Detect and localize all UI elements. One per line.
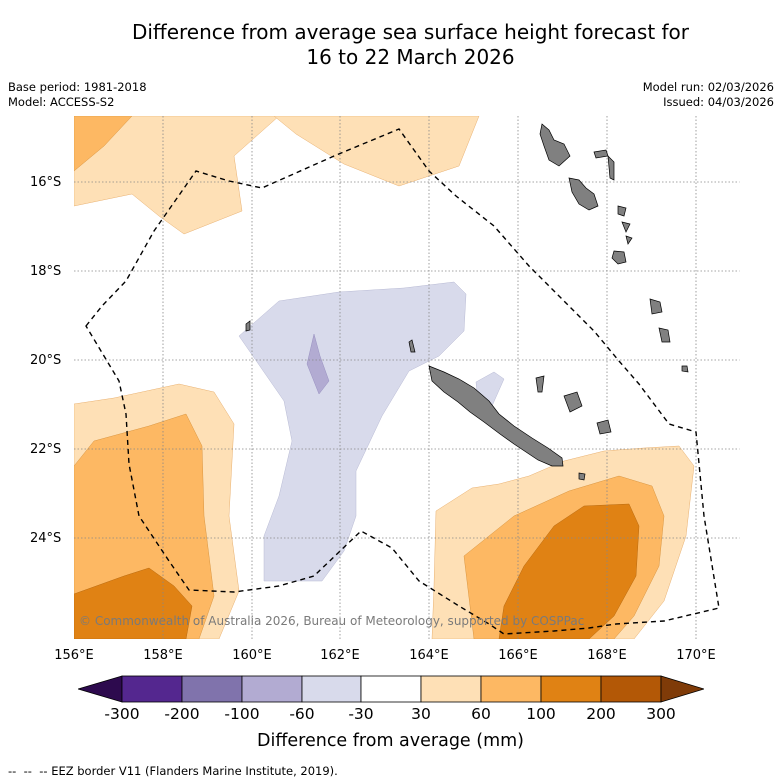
anomaly-neg-60-100 xyxy=(306,333,330,395)
vanuatu-ambae xyxy=(593,149,609,159)
copyright-text: © Commonwealth of Australia 2026, Bureau… xyxy=(79,614,585,628)
lon-label-162e: 162°E xyxy=(320,648,360,663)
meta-left: Base period: 1981-2018 Model: ACCESS-S2 xyxy=(8,80,147,110)
colorbar-tick: 100 xyxy=(526,705,556,723)
vanuatu-small-1 xyxy=(617,205,627,217)
vanuatu-efate xyxy=(611,250,627,265)
lon-label-158e: 158°E xyxy=(143,648,183,663)
colorbar-tick: -30 xyxy=(348,705,374,723)
eez-legend-line-icon: -- -- -- xyxy=(8,764,52,778)
base-period: Base period: 1981-2018 xyxy=(8,80,147,94)
colorbar-bin-8 xyxy=(540,675,602,703)
lat-label-22s: 22°S xyxy=(30,442,62,457)
eez-legend-text: EEZ border V11 (Flanders Marine Institut… xyxy=(51,764,338,778)
colorbar-tick: 60 xyxy=(471,705,491,723)
lat-label-24s: 24°S xyxy=(30,531,62,546)
vanuatu-small-2 xyxy=(621,221,631,233)
anomaly-60-100-nw xyxy=(74,116,133,172)
colorbar xyxy=(78,675,704,703)
colorbar-extend-high xyxy=(660,675,704,703)
vanuatu-pentecost xyxy=(607,155,615,181)
lon-label-170e: 170°E xyxy=(676,648,716,663)
lon-label-168e: 168°E xyxy=(587,648,627,663)
colorbar-bin-4 xyxy=(301,675,362,703)
colorbar-bin-6 xyxy=(420,675,482,703)
issued-date: Issued: 04/03/2026 xyxy=(663,95,774,109)
colorbar-bin-3 xyxy=(241,675,303,703)
meta-right: Model run: 02/03/2026 Issued: 04/03/2026 xyxy=(643,80,774,110)
colorbar-label: Difference from average (mm) xyxy=(256,731,525,751)
anomaly-30-60-nw xyxy=(74,116,280,235)
map-svg xyxy=(74,116,740,639)
islet-east-1 xyxy=(681,365,689,373)
loyalty-islands-mare xyxy=(596,419,612,435)
lon-label-160e: 160°E xyxy=(232,648,272,663)
title-line-1: Difference from average sea surface heig… xyxy=(131,20,690,44)
vanuatu-espiritu-santo xyxy=(539,123,571,167)
colorbar-tick: 300 xyxy=(646,705,676,723)
chart-title: Difference from average sea surface heig… xyxy=(0,20,781,70)
map-panel xyxy=(74,116,740,639)
title-line-2: 16 to 22 March 2026 xyxy=(306,45,515,69)
vanuatu-erromango xyxy=(649,298,663,315)
gridlines xyxy=(74,116,740,639)
vanuatu-tanna xyxy=(658,327,671,343)
islet-162e xyxy=(245,320,251,332)
colorbar-bin-7 xyxy=(480,675,542,703)
colorbar-tick: -300 xyxy=(104,705,140,723)
lat-label-20s: 20°S xyxy=(30,353,62,368)
colorbar-tick: -200 xyxy=(164,705,200,723)
model-run: Model run: 02/03/2026 xyxy=(642,80,774,94)
colorbar-bin-5 xyxy=(360,675,422,703)
vanuatu-malekula xyxy=(568,177,599,211)
loyalty-islands-ouvea xyxy=(535,375,545,393)
colorbar-tick: 30 xyxy=(411,705,431,723)
colorbar-bin-2 xyxy=(181,675,243,703)
vanuatu-small-3 xyxy=(625,235,633,245)
islet-164e xyxy=(408,339,416,353)
eez-legend: -- -- -- EEZ border V11 (Flanders Marine… xyxy=(8,764,338,778)
land-layer xyxy=(245,123,689,481)
colorbar-bin-9 xyxy=(600,675,662,703)
lat-label-18s: 18°S xyxy=(30,264,62,279)
colorbar-extend-low xyxy=(78,675,123,703)
colorbar-tick: 200 xyxy=(586,705,616,723)
walpole-island xyxy=(578,472,586,481)
anomaly-100-200-sw xyxy=(74,567,193,639)
anomaly-neg-30-60-central xyxy=(238,281,467,582)
negative-anomaly-layer xyxy=(238,281,505,582)
colorbar-tick: -100 xyxy=(224,705,260,723)
lat-label-16s: 16°S xyxy=(30,175,62,190)
colorbar-bin-1 xyxy=(121,675,183,703)
anomaly-30-60-n xyxy=(273,116,480,187)
lon-label-156e: 156°E xyxy=(54,648,94,663)
lon-label-164e: 164°E xyxy=(409,648,449,663)
colorbar-tick: -60 xyxy=(289,705,315,723)
loyalty-islands-lifou xyxy=(563,391,583,413)
lon-label-166e: 166°E xyxy=(498,648,538,663)
model-name: Model: ACCESS-S2 xyxy=(8,95,115,109)
new-caledonia-island xyxy=(428,365,564,467)
